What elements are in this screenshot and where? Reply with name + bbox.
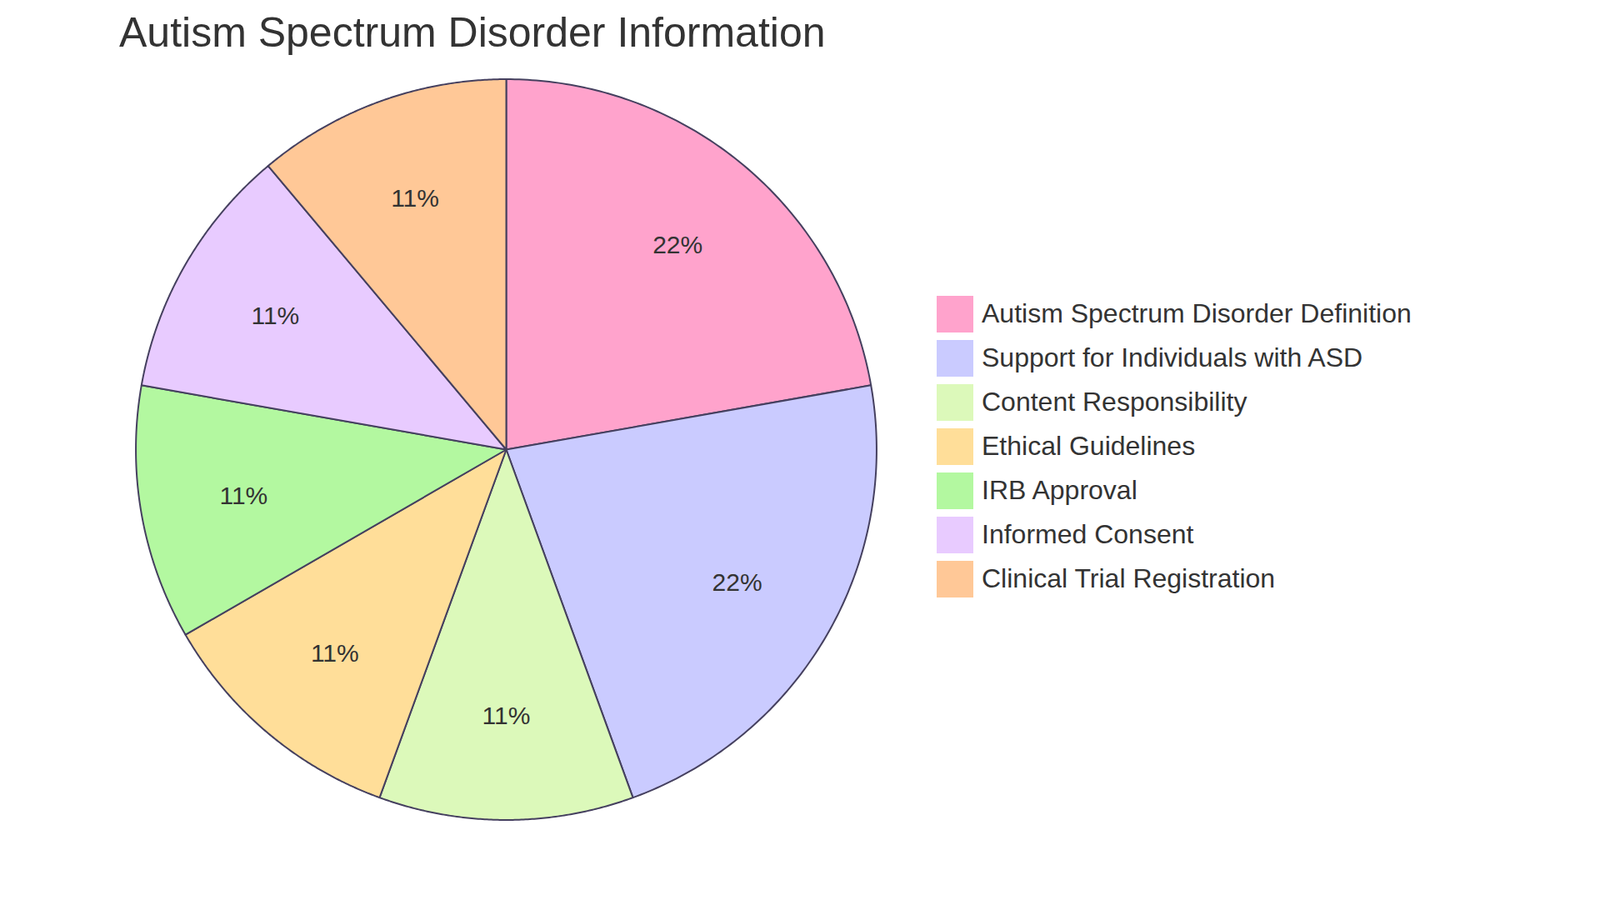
html-text:Autism Spectrum Disorder Defin: Autism Spectrum Disorder Definition [981, 298, 1412, 329]
svg-text:11%: 11% [390, 184, 440, 212]
html-text:Informed Consent: Informed Consent [981, 519, 1194, 550]
svg-text:22%: 22% [712, 568, 763, 596]
svg-text:11%: 11% [482, 701, 531, 730]
svg-text:11%: 11% [310, 639, 360, 667]
html-text:Autism Spectrum Disorder Infor: Autism Spectrum Disorder Information [119, 9, 826, 56]
html-text:IRB Approval: IRB Approval [981, 475, 1138, 505]
html-text:Content Responsibility: Content Responsibility [981, 386, 1247, 417]
svg-text:11%: 11% [250, 301, 300, 330]
html-text:Support for Individuals with A: Support for Individuals with ASD [981, 342, 1363, 373]
html-text:Ethical Guidelines: Ethical Guidelines [981, 430, 1196, 461]
html-text:Clinical Trial Registration: Clinical Trial Registration [981, 563, 1276, 594]
svg-text:11%: 11% [219, 481, 268, 510]
svg-text:22%: 22% [652, 230, 703, 259]
